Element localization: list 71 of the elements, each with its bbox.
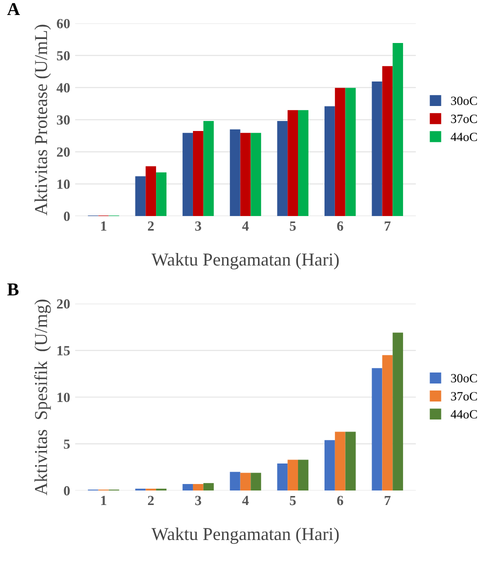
bar: [192, 130, 204, 216]
bar: [334, 432, 346, 491]
x-tick-label: 6: [337, 221, 344, 231]
bar: [382, 66, 393, 216]
x-axis-title: Waktu Pengamatan (Hari): [151, 527, 339, 544]
bar: [230, 472, 240, 491]
y-tick-label: 15: [58, 346, 70, 356]
y-tick-label: 0: [64, 486, 70, 496]
bar: [298, 460, 308, 491]
bar: [182, 132, 193, 216]
bar: [192, 484, 204, 491]
bar: [203, 121, 214, 216]
x-tick-label: 4: [242, 221, 249, 231]
bar: [182, 484, 193, 491]
bar: [382, 355, 393, 491]
legend-label: 44oC: [450, 132, 477, 142]
bar: [250, 132, 262, 216]
bar: [372, 368, 382, 491]
x-tick-label: 2: [148, 221, 154, 231]
x-tick-label: 6: [337, 496, 344, 506]
bar: [324, 106, 335, 216]
legend-label: 37oC: [451, 392, 477, 400]
bar: [240, 132, 251, 216]
bar: [372, 81, 382, 216]
legend-label: 44oC: [450, 410, 477, 419]
x-tick-label: 5: [290, 221, 296, 231]
x-tick-label: 1: [101, 221, 106, 231]
y-tick-label: 60: [56, 18, 70, 28]
bar: [203, 483, 214, 491]
x-axis-title: Waktu Pengamatan (Hari): [151, 252, 339, 270]
x-tick-label: 3: [195, 496, 202, 506]
y-tick-label: 5: [64, 440, 70, 449]
bar: [146, 166, 156, 216]
y-tick-label: 40: [56, 83, 70, 93]
y-tick-label: 10: [58, 392, 70, 402]
x-tick-label: 5: [290, 496, 296, 506]
bar: [288, 460, 298, 491]
bar: [298, 110, 308, 216]
chart-title: B: [7, 284, 19, 296]
y-tick-label: 20: [56, 299, 70, 309]
y-axis-title: Aktivitas Spesifik (U/mg): [34, 300, 51, 496]
bar: [230, 129, 240, 216]
legend-label: 37oC: [451, 114, 477, 124]
x-tick-label: 7: [384, 221, 391, 231]
y-tick-label: 10: [58, 180, 70, 189]
bar: [277, 463, 288, 491]
x-tick-label: 3: [195, 221, 202, 231]
bar: [392, 332, 404, 491]
bar: [135, 176, 146, 216]
bar: [324, 440, 335, 491]
bar: [334, 88, 346, 216]
legend-label: 30oC: [451, 96, 477, 106]
bar: [277, 121, 288, 216]
bar: [250, 472, 262, 491]
y-tick-label: 0: [64, 212, 70, 222]
x-tick-label: 7: [384, 496, 391, 506]
x-tick-label: 1: [101, 496, 106, 506]
y-tick-label: 20: [56, 147, 70, 157]
bar: [288, 110, 298, 216]
bar: [240, 472, 251, 491]
chart-title: A: [7, 3, 20, 16]
x-tick-label: 4: [242, 496, 249, 506]
y-tick-label: 50: [56, 51, 70, 60]
x-tick-label: 2: [148, 496, 154, 506]
bar: [392, 42, 404, 216]
bar: [345, 88, 356, 216]
y-tick-label: 30: [56, 115, 70, 125]
y-axis-title: Aktivitas Protease (U/mL): [34, 24, 51, 216]
bar: [156, 172, 166, 216]
bar: [345, 432, 356, 491]
legend-label: 30oC: [451, 374, 477, 382]
